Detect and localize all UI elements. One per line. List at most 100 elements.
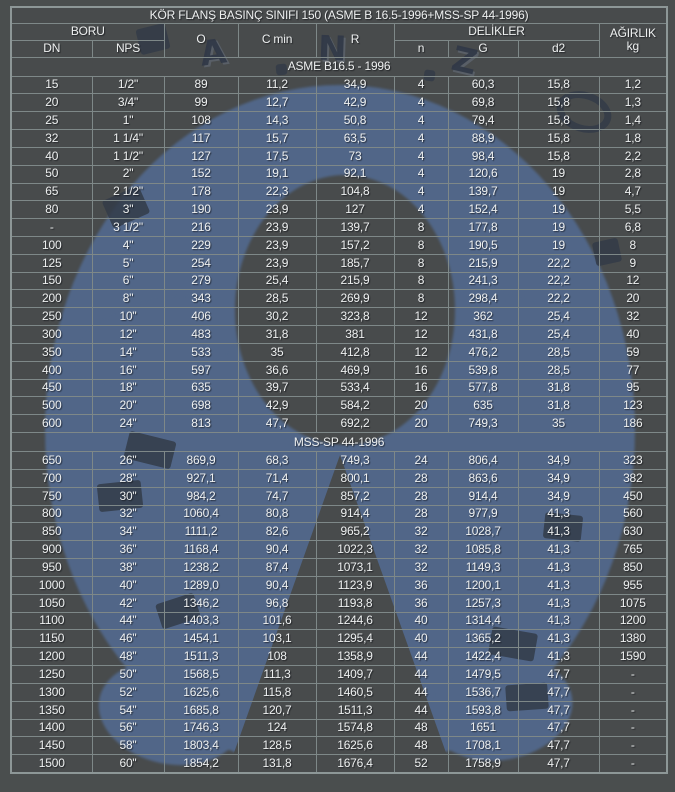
table-cell: 28,5 [517, 342, 600, 362]
table-cell: 533,4 [315, 378, 395, 398]
table-cell: 950 [10, 558, 93, 577]
table-cell: 87,4 [237, 558, 317, 577]
table-cell: 431,8 [447, 325, 519, 344]
table-cell: 2,8 [598, 164, 668, 184]
table-cell: 68,3 [237, 451, 317, 470]
table-cell: 79,4 [447, 111, 519, 131]
header-kg-label: kg [626, 39, 639, 53]
table-cell: 450 [598, 486, 668, 506]
table-row: 700 28" 927,1 71,4 800,1 28 863,6 34,9 382 [10, 468, 668, 488]
table-row: 1000 40" 1289,0 90,4 1123,9 36 1200,1 41,3 955 [10, 575, 668, 595]
table-row: 1450 58" 1803,4 128,5 1625,6 48 1708,1 47,7- [10, 736, 668, 756]
table-cell: 1422,4 [447, 647, 519, 667]
table-cell: 41,3 [517, 611, 600, 631]
table-cell: 152 [163, 164, 239, 184]
table-cell: - [598, 665, 668, 684]
table-cell: 560 [598, 504, 668, 524]
table-cell: 30" [91, 486, 165, 506]
table-cell: 32 [393, 540, 449, 560]
table-cell: 1200 [10, 647, 93, 667]
table-cell: 382 [598, 468, 668, 488]
table-cell: 90,4 [237, 575, 317, 595]
table-cell: 1450 [10, 736, 93, 756]
table-cell: 241,3 [447, 271, 519, 291]
table-cell: 50,8 [315, 111, 395, 131]
table-cell: 406 [163, 307, 239, 327]
table-cell: 635 [163, 378, 239, 398]
table-row: 600 24" 813 47,7 692,2 20 749,3 35 186 [10, 414, 668, 434]
table-cell: 31,8 [237, 325, 317, 344]
table-cell: 1358,9 [315, 647, 395, 667]
table-cell: 1289,0 [163, 575, 239, 595]
table-cell: 19 [517, 164, 600, 184]
table-cell: 111,3 [237, 665, 317, 684]
table-cell: 1 1/2" [91, 146, 165, 166]
table-cell: 23,9 [237, 235, 317, 255]
table-cell: 30,2 [237, 307, 317, 327]
table-cell: 539,8 [447, 360, 519, 380]
table-cell: 533 [163, 342, 239, 362]
table-cell: 2,2 [598, 146, 668, 166]
table-cell: 34,9 [517, 468, 600, 488]
table-cell: 54" [91, 700, 165, 720]
table-cell: 98,4 [447, 146, 519, 166]
table-cell: 40 [393, 629, 449, 649]
table-cell: 20 [598, 289, 668, 309]
table-cell: 80 [10, 200, 93, 220]
table-cell: 1022,3 [315, 540, 395, 560]
table-cell: 15,8 [517, 75, 600, 95]
table-cell: - [598, 754, 668, 774]
table-cell: 32 [598, 307, 668, 327]
table-cell: 32 [393, 522, 449, 542]
header-g: G [447, 39, 519, 58]
table-cell: 914,4 [447, 486, 519, 506]
table-cell: 178 [163, 182, 239, 202]
table-cell: 1,4 [598, 111, 668, 131]
table-row: 1100 44" 1403,3 101,6 1244,6 40 1314,4 41,3 1200 [10, 611, 668, 631]
table-cell: 19 [517, 235, 600, 255]
table-cell: 25,4 [237, 271, 317, 291]
table-cell: 99 [163, 93, 239, 113]
table-cell: 50 [10, 164, 93, 184]
table-cell: 8 [393, 289, 449, 309]
table-cell: 60" [91, 754, 165, 774]
table-cell: 63,5 [315, 129, 395, 148]
table-cell: 2" [91, 164, 165, 184]
table-cell: 103,1 [237, 629, 317, 649]
table-cell: 50" [91, 665, 165, 684]
table-cell: 577,8 [447, 378, 519, 398]
table-cell: 1803,4 [163, 736, 239, 756]
table-cell: 1409,7 [315, 665, 395, 684]
table-cell: 44" [91, 611, 165, 631]
table-cell: 22,2 [517, 253, 600, 273]
table-cell: 1625,6 [315, 736, 395, 756]
table-cell: 42,9 [315, 93, 395, 113]
section-label: MSS-SP 44-1996 [10, 432, 668, 453]
table-cell: 1854,2 [163, 754, 239, 774]
table-row: 1500 60" 1854,2 131,8 1676,4 52 1758,9 47,7- [10, 754, 668, 774]
table-row: 80 3" 190 23,9 127 4 152,4 19 5,5 [10, 200, 668, 220]
table-cell: 186 [598, 414, 668, 434]
table-cell: 131,8 [237, 754, 317, 774]
table-row: 50 2" 152 19,1 92,1 4 120,6 19 2,8 [10, 164, 668, 184]
table-cell: 215,9 [447, 253, 519, 273]
table-cell: 1,8 [598, 129, 668, 148]
table-row: 450 18" 635 39,7 533,4 16 577,8 31,8 95 [10, 378, 668, 398]
table-cell: 1708,1 [447, 736, 519, 756]
table-cell: 483 [163, 325, 239, 344]
table-cell: 300 [10, 325, 93, 344]
table-cell: 869,9 [163, 451, 239, 470]
table-cell: 11,2 [237, 75, 317, 95]
table-cell: 1295,4 [315, 629, 395, 649]
table-cell: 48 [393, 718, 449, 738]
table-cell: 692,2 [315, 414, 395, 434]
table-cell: 1085,8 [447, 540, 519, 560]
table-cell: 850 [598, 558, 668, 577]
table-cell: 31,8 [517, 378, 600, 398]
table-cell: 254 [163, 253, 239, 273]
table-cell: 22,2 [517, 271, 600, 291]
table-cell: 152,4 [447, 200, 519, 220]
table-cell: 8 [393, 218, 449, 237]
table-cell: 1200 [598, 611, 668, 631]
table-cell: 35 [517, 414, 600, 434]
